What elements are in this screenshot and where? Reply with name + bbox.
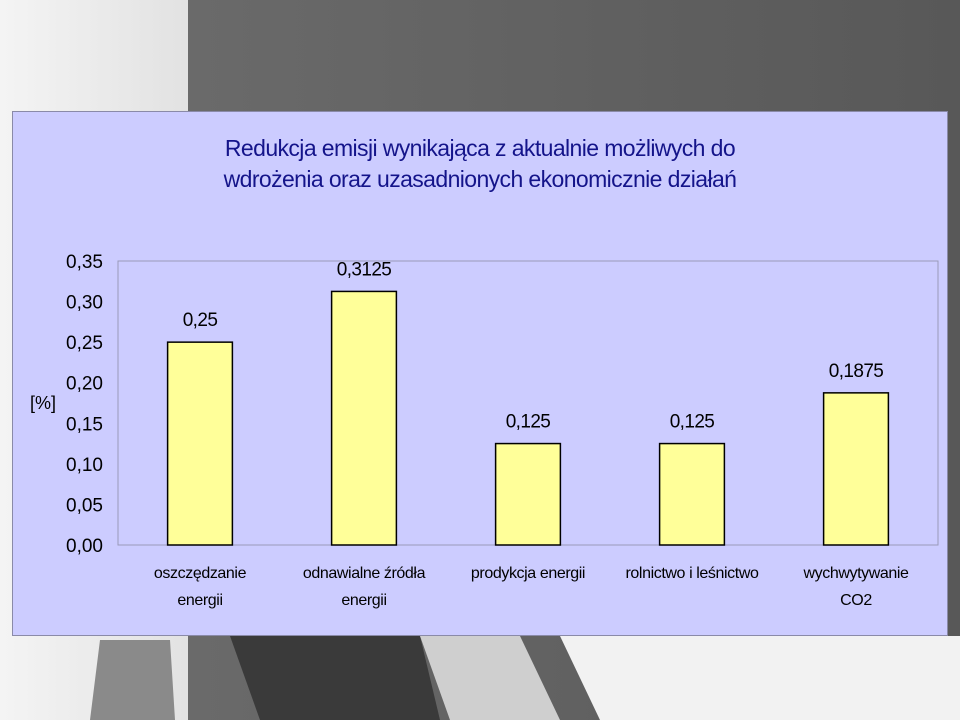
bar-value-label: 0,25 (183, 310, 218, 331)
chart-title-line-2: wdrożenia oraz uzasadnionych ekonomiczni… (223, 166, 737, 192)
x-category-label: rolnictwo i leśnictwo (626, 565, 760, 582)
x-category-label-line: energii (341, 592, 386, 609)
y-tick-label: 0,05 (66, 495, 103, 516)
x-category-label-line: oszczędzanie (154, 565, 247, 582)
chart-title: Redukcja emisji wynikająca z aktualnie m… (12, 133, 948, 195)
y-tick-label: 0,00 (66, 536, 103, 557)
y-tick-label: 0,15 (66, 414, 103, 435)
y-tick-label: 0,30 (66, 293, 103, 314)
x-category-label-line: wychwytywanie (802, 565, 909, 582)
bar-value-label: 0,125 (506, 412, 551, 433)
y-tick-label: 0,35 (66, 252, 103, 273)
y-tick-label: 0,20 (66, 374, 103, 395)
bar-value-label: 0,1875 (829, 361, 884, 382)
y-tick-label: 0,10 (66, 455, 103, 476)
y-tick-label: 0,25 (66, 333, 103, 354)
bar (494, 442, 562, 546)
bar (166, 341, 234, 546)
bar (330, 290, 398, 546)
bar (822, 392, 890, 546)
x-category-label-line: CO2 (840, 592, 872, 609)
x-category-label-line: rolnictwo i leśnictwo (626, 565, 759, 582)
x-category-label: odnawialne źródła energii (303, 565, 426, 609)
x-category-label-line: odnawialne źródła (303, 565, 426, 582)
x-category-label: prodykcja energii (471, 565, 586, 582)
x-category-label-line: energii (177, 592, 222, 609)
bar-value-label: 0,125 (670, 412, 715, 433)
x-category-label: wychwytywanie CO2 (802, 565, 909, 609)
x-category-label: oszczędzanie energii (154, 565, 247, 609)
chart-title-line-1: Redukcja emisji wynikająca z aktualnie m… (224, 135, 736, 161)
bar (658, 442, 726, 546)
bar-value-label: 0,3125 (337, 259, 392, 280)
y-axis-label: [%] (30, 393, 56, 413)
x-category-label-line: prodykcja energii (471, 565, 585, 582)
